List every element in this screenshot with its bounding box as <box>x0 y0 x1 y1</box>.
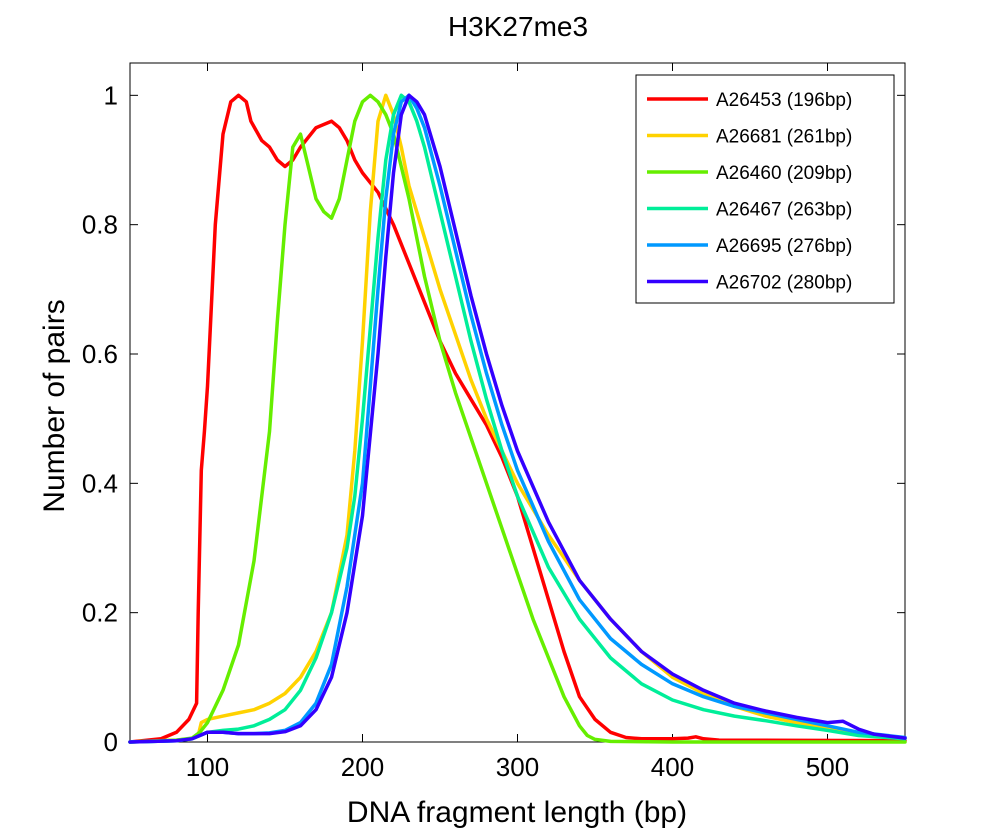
series-line <box>128 93 907 744</box>
y-tick-label: 0.4 <box>82 468 118 498</box>
y-tick-label: 0.8 <box>82 210 118 240</box>
y-axis-label: Number of pairs <box>38 299 71 512</box>
x-tick-label: 100 <box>186 752 229 782</box>
axis-ticks: 100 200 300 400 500 0 0.2 0.4 0.6 0.8 1 <box>82 63 905 782</box>
legend-label: A26681 (261bp) <box>716 127 852 148</box>
y-tick-label: 0.2 <box>82 598 118 628</box>
legend: A26453 (196bp) A26681 (261bp) A26460 (209b… <box>635 74 895 304</box>
x-axis-label: DNA fragment length (bp) <box>347 796 687 829</box>
series-line <box>128 93 907 744</box>
legend-label: A26453 (196bp) <box>716 90 852 111</box>
y-tick-label: 0 <box>104 727 118 757</box>
x-tick-label: 300 <box>496 752 539 782</box>
series-line <box>128 93 907 744</box>
legend-label: A26702 (280bp) <box>716 273 852 294</box>
legend-label: A26460 (209bp) <box>716 163 852 184</box>
chart-title: H3K27me3 <box>448 11 588 42</box>
legend-label: A26695 (276bp) <box>716 236 852 257</box>
x-tick-label: 400 <box>651 752 694 782</box>
x-tick-label: 200 <box>341 752 384 782</box>
legend-box <box>635 74 895 304</box>
x-tick-label: 500 <box>806 752 849 782</box>
y-tick-label: 0.6 <box>82 339 118 369</box>
series-lines <box>128 93 907 744</box>
legend-label: A26467 (263bp) <box>716 200 852 221</box>
y-tick-label: 1 <box>104 80 118 110</box>
